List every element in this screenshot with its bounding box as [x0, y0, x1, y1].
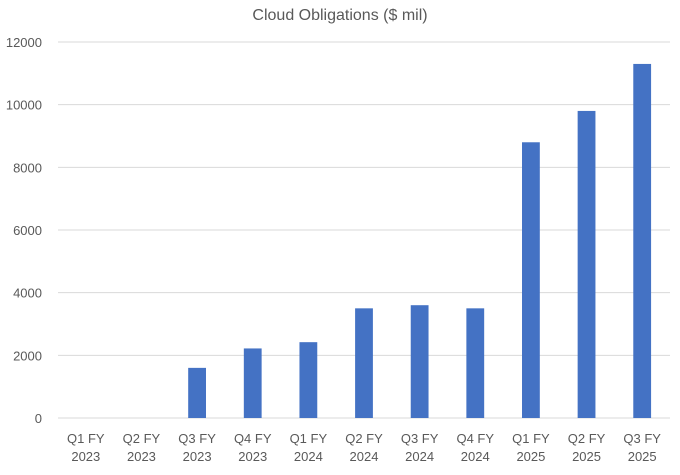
bar	[633, 63, 652, 418]
chart-title: Cloud Obligations ($ mil)	[252, 7, 427, 24]
y-tick-label: 2000	[13, 348, 42, 363]
x-category-label: Q3 FY 2023	[178, 431, 216, 464]
x-category-label: Q4 FY 2024	[456, 431, 494, 464]
gridlines	[58, 41, 670, 419]
x-category-label: Q2 FY 2023	[123, 431, 161, 464]
bar	[299, 342, 318, 418]
y-tick-label: 4000	[13, 286, 42, 301]
x-category-label: Q1 FY 2025	[512, 431, 550, 464]
bar	[522, 142, 540, 418]
y-tick-label: 0	[35, 411, 42, 426]
bars	[188, 63, 652, 418]
x-category-label: Q2 FY 2025	[568, 431, 606, 464]
bar	[355, 308, 373, 418]
bar	[466, 308, 485, 418]
y-tick-label: 10000	[6, 98, 42, 113]
x-category-label: Q4 FY 2023	[234, 431, 272, 464]
x-axis-category-labels: Q1 FY 2023 Q2 FY 2023 Q3 FY 2023 Q4 FY 2023 Q1 F…	[67, 431, 661, 464]
x-category-label: Q3 FY 2025	[623, 431, 661, 464]
bar	[188, 367, 206, 418]
x-category-label: Q3 FY 2024	[401, 431, 439, 464]
x-category-label: Q1 FY 2024	[290, 431, 328, 464]
y-tick-label: 8000	[13, 160, 42, 175]
bar	[577, 110, 596, 418]
y-tick-label: 12000	[6, 35, 42, 50]
y-axis-tick-labels: 0 2000 4000 6000 8000 10000 12000	[6, 35, 42, 426]
bar	[410, 305, 429, 418]
bar	[243, 348, 262, 418]
y-tick-label: 6000	[13, 223, 42, 238]
x-category-label: Q2 FY 2024	[345, 431, 383, 464]
x-category-label: Q1 FY 2023	[67, 431, 105, 464]
